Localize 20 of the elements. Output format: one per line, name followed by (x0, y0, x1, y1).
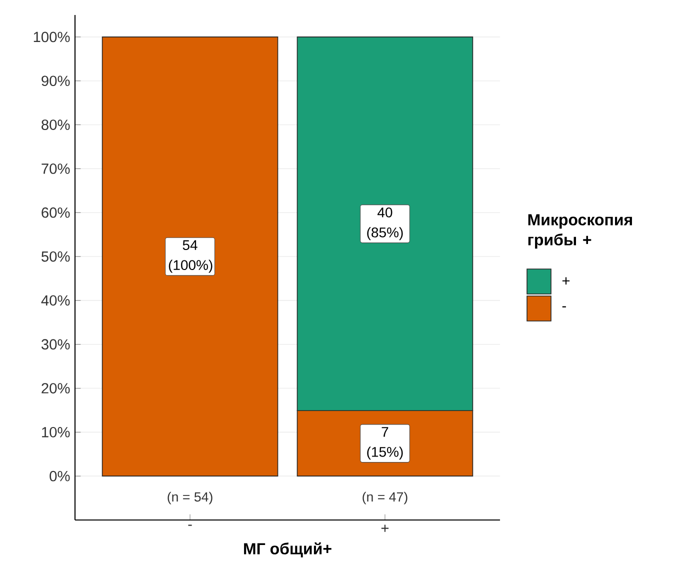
y-tick-label: 60% (42, 207, 70, 218)
y-tick-label: 40% (41, 295, 70, 306)
y-tick-label: 10% (42, 426, 70, 438)
data-label: 40 (85%) (367, 207, 403, 240)
annotation: (n = 54) (168, 492, 212, 504)
legend-label: - (562, 306, 566, 308)
y-tick-label: 50% (42, 251, 70, 262)
x-axis-title: МГ общий+ (244, 542, 332, 558)
y-tick-label: 80% (42, 120, 70, 130)
y-tick-label: 90% (42, 76, 70, 86)
legend-title: Микроскопия грибы + (528, 214, 632, 249)
y-tick-label: 20% (42, 383, 70, 394)
y-tick-label: 0% (50, 470, 70, 482)
y-tick-label: 100% (34, 32, 70, 42)
annotation: (n = 47) (362, 492, 408, 504)
y-tick-label: 70% (42, 164, 70, 174)
data-label: 54 (100%) (168, 240, 212, 273)
y-tick-label: 30% (42, 339, 70, 350)
legend-label: + (562, 277, 570, 284)
data-label: 7 (15%) (367, 427, 403, 460)
